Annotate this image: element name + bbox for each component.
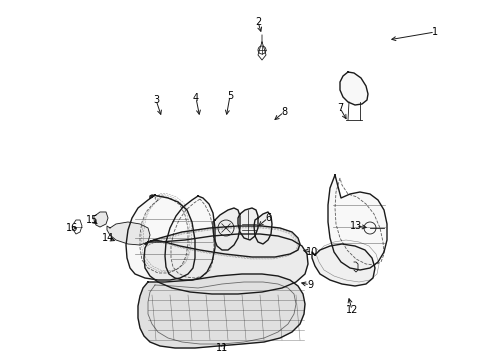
Polygon shape: [165, 196, 215, 280]
Text: 4: 4: [193, 93, 199, 103]
Text: 1: 1: [432, 27, 438, 37]
Text: 16: 16: [66, 223, 78, 233]
Text: 5: 5: [227, 91, 233, 101]
Text: 11: 11: [216, 343, 228, 353]
Text: 6: 6: [265, 213, 271, 223]
Polygon shape: [144, 234, 308, 294]
Text: 15: 15: [86, 215, 98, 225]
Polygon shape: [138, 274, 305, 348]
Text: 8: 8: [281, 107, 287, 117]
Text: 14: 14: [102, 233, 114, 243]
Polygon shape: [238, 208, 258, 240]
Polygon shape: [94, 212, 108, 227]
Text: 13: 13: [350, 221, 362, 231]
Polygon shape: [340, 72, 368, 105]
Polygon shape: [328, 175, 387, 270]
Text: 12: 12: [346, 305, 358, 315]
Text: 2: 2: [255, 17, 261, 27]
Text: 7: 7: [337, 103, 343, 113]
Text: 9: 9: [307, 280, 313, 290]
Polygon shape: [126, 195, 195, 280]
Text: 10: 10: [306, 247, 318, 257]
Polygon shape: [254, 212, 272, 244]
Polygon shape: [107, 222, 150, 245]
Polygon shape: [312, 244, 375, 286]
Text: 3: 3: [153, 95, 159, 105]
Polygon shape: [213, 208, 240, 250]
Polygon shape: [145, 226, 300, 257]
